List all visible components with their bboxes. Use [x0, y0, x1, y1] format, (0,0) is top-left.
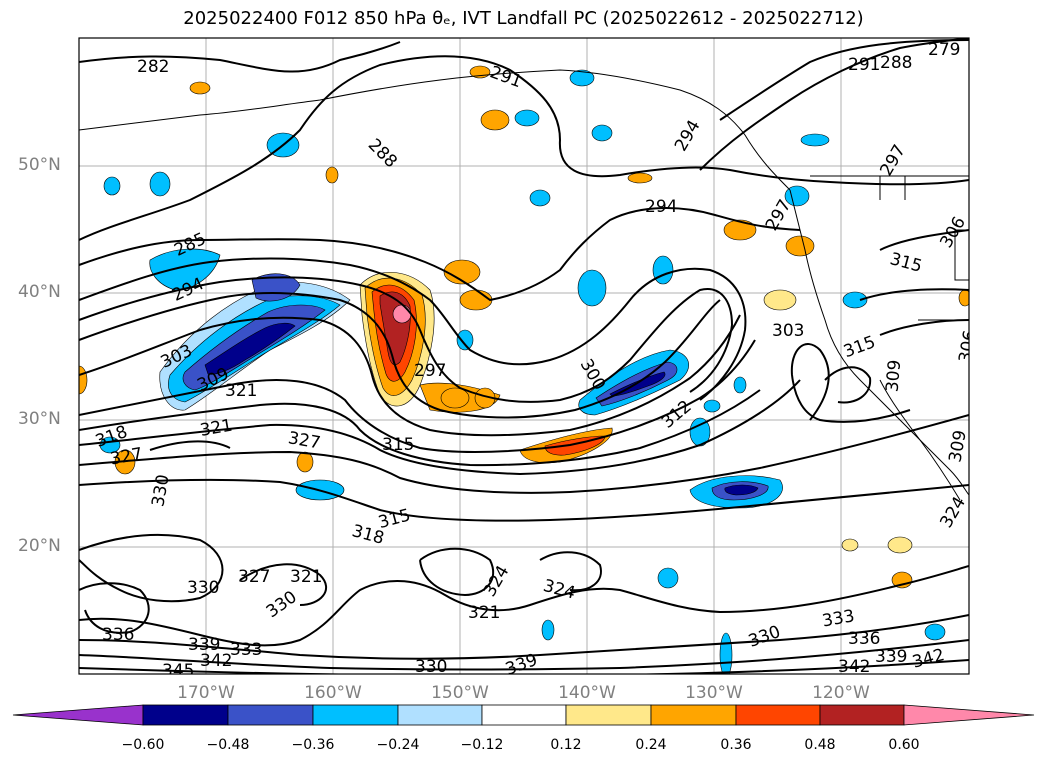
contour-label: 288 [364, 135, 401, 172]
colorbar-tick: 0.48 [804, 737, 836, 753]
contour-label: 336 [102, 625, 134, 645]
colorbar-segment [397, 704, 483, 726]
contour-label: 309 [883, 359, 906, 393]
contour-label: 321 [290, 567, 322, 587]
contour-label: 345 [162, 661, 194, 681]
contour-label: 279 [928, 40, 960, 60]
lon-label: 150°W [431, 683, 489, 703]
contour-label: 309 [946, 429, 971, 464]
contour-label: 330 [415, 657, 447, 677]
ivt-shading [79, 65, 969, 674]
contour-label: 306 [955, 329, 980, 364]
contour-label: 327 [238, 567, 270, 587]
lat-label: 20°N [18, 536, 61, 556]
coastline [79, 69, 969, 501]
lat-label: 30°N [18, 409, 61, 429]
colorbar-tick: −0.12 [460, 737, 504, 753]
contour-label: 294 [645, 197, 677, 217]
contour-label: 339 [188, 635, 220, 655]
contour-label: 315 [382, 435, 414, 455]
colorbar-segment [227, 704, 314, 726]
theta-e-contours [79, 38, 969, 674]
contour-label: 336 [848, 629, 880, 649]
contour-label: 339 [503, 650, 540, 680]
lon-label: 120°W [812, 683, 870, 703]
colorbar-tick: −0.60 [121, 737, 165, 753]
colorbar-tick: −0.48 [206, 737, 250, 753]
colorbar-extend-high [903, 704, 1035, 726]
colorbar-segment [312, 704, 399, 726]
contour-label: 342 [838, 657, 870, 677]
colorbar-tick: 0.60 [888, 737, 920, 753]
colorbar-segment [735, 704, 821, 726]
contour-label: 324 [936, 493, 970, 531]
contour-label: 306 [936, 213, 970, 251]
colorbar [12, 704, 1035, 726]
colorbar-segment [142, 704, 229, 726]
lon-label: 160°W [304, 683, 362, 703]
colorbar-tick: 0.36 [720, 737, 752, 753]
lat-label: 40°N [18, 282, 61, 302]
lat-label: 50°N [18, 155, 61, 175]
contour-label: 330 [263, 587, 301, 622]
contour-label: 333 [821, 606, 856, 631]
colorbar-segment [819, 704, 905, 726]
contour-label: 288 [880, 53, 912, 73]
contour-label: 324 [480, 562, 514, 600]
contour-label: 315 [888, 249, 925, 277]
contour-label: 312 [658, 397, 696, 433]
contour-label: 321 [468, 603, 500, 623]
lon-label: 170°W [177, 683, 235, 703]
contour-label: 297 [414, 361, 446, 381]
colorbar-tick: 0.24 [635, 737, 667, 753]
chart-title: 2025022400 F012 850 hPa θₑ, IVT Landfall… [183, 8, 864, 29]
colorbar-tick: 0.12 [550, 737, 582, 753]
contour-label: 321 [199, 416, 234, 441]
colorbar-tick: −0.24 [376, 737, 420, 753]
contour-label: 339 [875, 647, 907, 667]
contour-label: 282 [137, 57, 169, 77]
contour-label: 330 [187, 578, 219, 598]
colorbar-segment [650, 704, 737, 726]
contour-label: 333 [230, 640, 262, 660]
contour-label: 342 [200, 651, 232, 671]
contour-label: 315 [841, 332, 878, 362]
colorbar-segment [481, 704, 567, 726]
contour-label: 303 [772, 321, 804, 341]
colorbar-segment [565, 704, 652, 726]
plot-frame [78, 37, 970, 675]
colorbar-tick: −0.36 [291, 737, 335, 753]
contour-label: 327 [109, 444, 144, 469]
contour-label: 291 [487, 62, 524, 92]
contour-label: 330 [148, 473, 173, 508]
contour-label: 294 [671, 117, 705, 155]
contour-label: 297 [876, 141, 910, 179]
lon-label: 140°W [558, 683, 616, 703]
map-content: 282 291 288 285 294 294 303 309 297 300 … [79, 38, 980, 681]
contour-label: 321 [225, 381, 257, 401]
contour-label: 291 [848, 55, 880, 75]
contour-label: 327 [287, 428, 322, 453]
contour-label: 330 [746, 622, 783, 652]
contour-label: 342 [910, 645, 947, 673]
colorbar-extend-low [12, 704, 144, 726]
lon-label: 130°W [685, 683, 743, 703]
